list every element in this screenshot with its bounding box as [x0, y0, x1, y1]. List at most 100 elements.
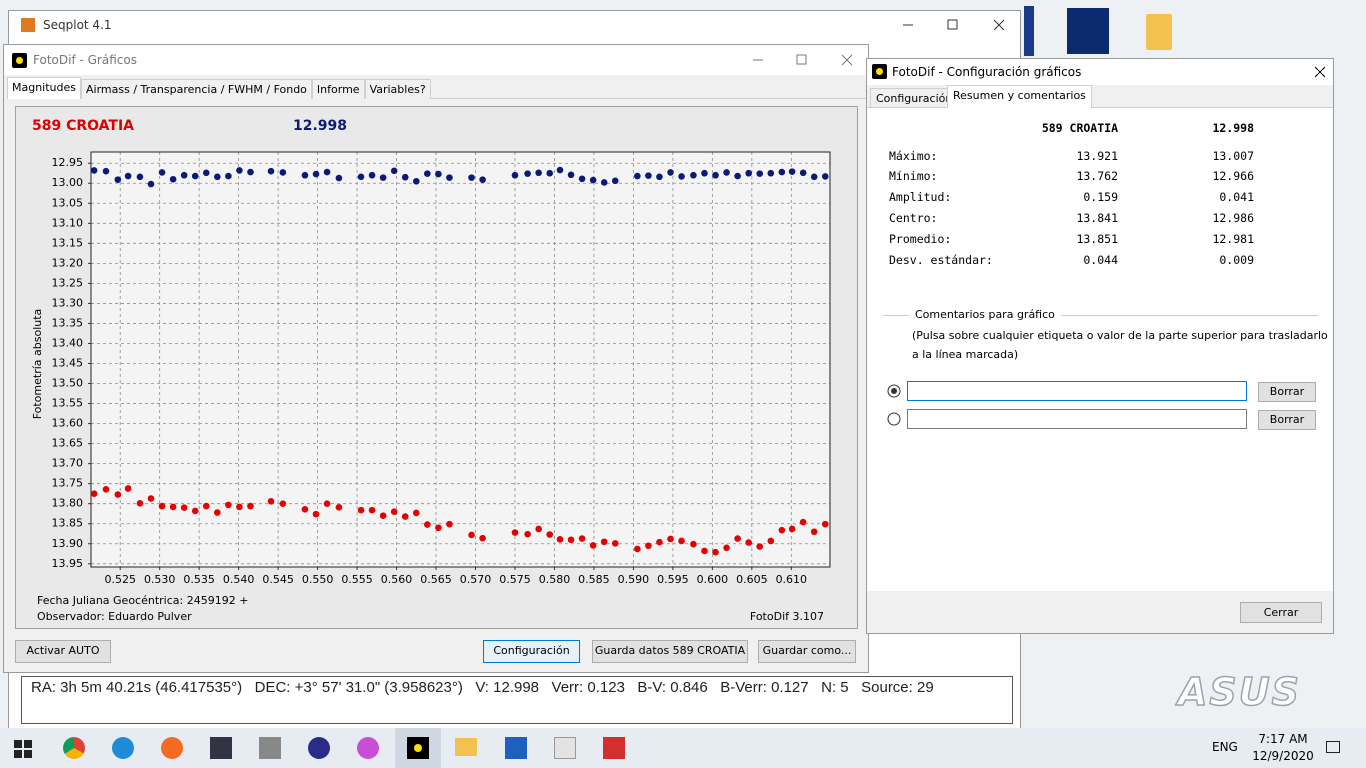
data-point	[600, 179, 608, 186]
window-title: FotoDif - Gráficos	[33, 53, 137, 67]
button[interactable]: Guarda datos 589 CROATIA	[592, 640, 748, 663]
data-point	[578, 175, 586, 183]
taskbar-active[interactable]	[395, 728, 441, 768]
taskbar-icon[interactable]	[554, 737, 576, 759]
app-icon-dot	[876, 68, 883, 75]
y-tick-label: 13.40	[52, 336, 84, 349]
data-point	[124, 172, 132, 180]
data-point	[678, 173, 685, 180]
start-button[interactable]	[14, 740, 32, 758]
clock-date[interactable]: 12/9/2020	[1252, 749, 1314, 763]
data-point	[147, 495, 155, 502]
radio-selected[interactable]	[887, 384, 901, 398]
data-point	[810, 173, 818, 181]
taskbar-icon[interactable]	[455, 738, 477, 756]
taskbar-icon[interactable]	[357, 737, 379, 759]
text-input[interactable]	[907, 381, 1247, 401]
credit-label: FotoDif 3.107	[750, 610, 824, 623]
taskbar-icon[interactable]	[161, 737, 183, 759]
data-point	[535, 525, 542, 533]
data-point	[412, 177, 420, 185]
y-tick-label: 13.90	[52, 537, 84, 550]
data-point	[279, 500, 287, 508]
data-point	[435, 524, 442, 532]
close-control[interactable]	[1307, 59, 1333, 85]
data-point	[102, 167, 110, 175]
data-point	[401, 173, 409, 181]
data-point	[267, 498, 275, 505]
notification-icon[interactable]	[1326, 741, 1340, 753]
taskbar-icon[interactable]	[112, 737, 134, 759]
button[interactable]: Activar AUTO	[15, 640, 111, 663]
button[interactable]: Borrar	[1258, 410, 1316, 430]
language[interactable]: ENG	[1212, 740, 1238, 754]
tab[interactable]: Informe	[311, 79, 365, 99]
tab[interactable]: Airmass / Transparencia / FWHM / Fondo	[81, 79, 312, 99]
y-tick-label: 13.55	[52, 397, 84, 410]
data-point	[390, 508, 398, 516]
data-point	[745, 539, 752, 546]
tab[interactable]: Variables?	[364, 79, 431, 99]
taskbar-icon[interactable]	[505, 737, 527, 759]
data-point	[335, 174, 343, 182]
button[interactable]: Configuración	[483, 640, 580, 663]
data-point	[634, 545, 641, 553]
taskbar-icon[interactable]	[210, 737, 232, 759]
data-point	[191, 507, 199, 515]
data-point	[136, 173, 144, 181]
x-tick-label: 0.530	[144, 573, 176, 586]
stat-value: 0.009	[1219, 253, 1254, 267]
brand-logo: ASUS	[1177, 669, 1302, 715]
desktop-icon[interactable]	[1067, 8, 1109, 54]
app-icon-dot	[16, 57, 23, 64]
clock-time[interactable]: 7:17 AM	[1258, 732, 1308, 746]
data-point	[390, 167, 398, 175]
stat-label: Promedio:	[889, 232, 952, 246]
window-controls[interactable]	[889, 11, 1019, 39]
data-point	[578, 535, 586, 542]
radio[interactable]	[887, 412, 901, 426]
taskbar-icon[interactable]	[259, 737, 281, 759]
taskbar-icon-dot	[414, 744, 422, 752]
data-point	[667, 169, 674, 176]
y-tick-label: 13.70	[52, 457, 84, 470]
app-icon	[12, 53, 27, 68]
taskbar: ENG 7:17 AM 12/9/2020	[0, 728, 1366, 768]
y-tick-label: 13.50	[52, 377, 84, 390]
data-point	[667, 535, 674, 543]
tab[interactable]: Resumen y comentarios	[947, 85, 1092, 108]
data-point	[723, 169, 730, 176]
taskbar-icon[interactable]	[308, 737, 330, 759]
button[interactable]: Cerrar	[1240, 602, 1322, 623]
data-point	[102, 485, 110, 493]
desktop-icon[interactable]	[1024, 6, 1034, 56]
data-point	[158, 502, 166, 510]
tab[interactable]: Magnitudes	[7, 77, 82, 99]
data-point	[401, 513, 409, 520]
button[interactable]: Borrar	[1258, 382, 1316, 402]
chart-title: 589 CROATIA	[32, 118, 134, 134]
tab[interactable]: Configuración	[870, 88, 959, 107]
x-tick-label: 0.600	[697, 573, 729, 586]
x-tick-label: 0.525	[104, 573, 136, 586]
taskbar-icon[interactable]	[603, 737, 625, 759]
data-point	[767, 537, 775, 545]
data-point	[756, 543, 764, 550]
window-controls[interactable]	[739, 45, 869, 75]
desktop-icon[interactable]	[1146, 14, 1172, 50]
stats-header: 589 CROATIA	[1041, 121, 1118, 135]
data-point	[479, 176, 486, 183]
window-title: FotoDif - Configuración gráficos	[892, 65, 1082, 79]
data-point	[357, 173, 365, 181]
data-point	[301, 171, 309, 179]
text-input[interactable]	[907, 409, 1247, 429]
stat-value: 13.921	[1076, 149, 1118, 163]
data-point	[546, 531, 554, 538]
data-point	[225, 501, 232, 509]
data-point	[236, 167, 243, 174]
x-tick-label: 0.575	[499, 573, 531, 586]
data-point	[301, 506, 309, 513]
button[interactable]: Guardar como...	[758, 640, 856, 663]
taskbar-icon[interactable]	[63, 737, 85, 759]
